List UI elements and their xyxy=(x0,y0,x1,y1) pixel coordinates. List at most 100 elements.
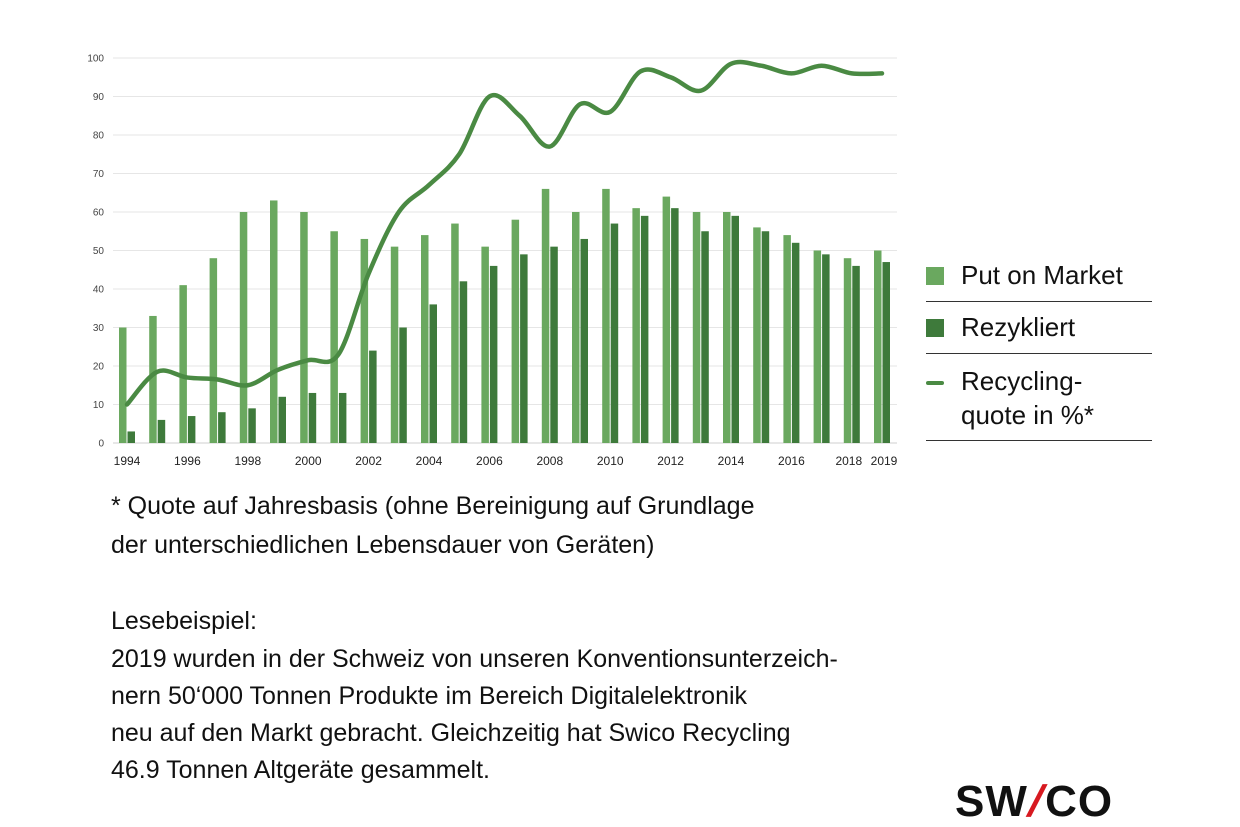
recycling-quote-line xyxy=(124,59,885,407)
x-tick-label: 2014 xyxy=(718,454,745,468)
bar-put-on-market xyxy=(572,212,580,443)
bar-rezykliert xyxy=(338,392,347,443)
legend-label-quote-line2: quote in %* xyxy=(961,400,1094,430)
bar-put-on-market xyxy=(119,327,127,443)
bar-rezykliert xyxy=(157,419,166,443)
bar-put-on-market xyxy=(632,208,640,443)
bar-rezykliert xyxy=(187,416,196,443)
example-line-4: 46.9 Tonnen Altgeräte gesammelt. xyxy=(111,756,490,784)
example-title: Lesebeispiel: xyxy=(111,607,257,635)
legend-item-recycling-quote: Recycling- quote in %* xyxy=(926,354,1152,441)
bar-put-on-market xyxy=(511,219,520,443)
x-tick-label: 2018 xyxy=(835,454,862,468)
bar-rezykliert xyxy=(278,396,286,443)
bar-rezykliert xyxy=(852,265,860,443)
footnote: * Quote auf Jahresbasis (ohne Bereinigun… xyxy=(111,487,1011,565)
example-line-2: nern 50‘000 Tonnen Produkte im Bereich D… xyxy=(111,682,748,710)
bar-put-on-market xyxy=(421,235,429,443)
bar-rezykliert xyxy=(369,350,377,443)
bar-rezykliert xyxy=(520,254,528,443)
x-tick-label: 2004 xyxy=(416,454,443,468)
y-tick-label: 50 xyxy=(93,246,105,257)
legend-label-recycling-quote: Recycling- quote in %* xyxy=(961,354,1094,432)
bar-put-on-market xyxy=(451,223,459,443)
bar-put-on-market xyxy=(813,250,822,443)
logo-text-sw: SW xyxy=(955,777,1028,826)
y-tick-label: 40 xyxy=(93,285,105,296)
chart: 0 10 20 30 40 50 60 70 80 90 100 1994 1996 1998 2000 2… xyxy=(87,54,898,469)
legend-item-put-on-market: Put on Market xyxy=(926,250,1152,302)
legend-label-rezykliert: Rezykliert xyxy=(961,312,1076,342)
bar-put-on-market xyxy=(149,315,157,443)
y-tick-label: 60 xyxy=(93,208,105,219)
rezykliert-swatch xyxy=(926,318,944,337)
bar-put-on-market xyxy=(270,200,278,443)
bar-rezykliert xyxy=(218,412,226,443)
x-tick-label: 2008 xyxy=(536,454,563,468)
legend-label-quote-line1: Recycling- xyxy=(961,366,1083,396)
bar-put-on-market xyxy=(723,212,731,443)
bar-put-on-market xyxy=(239,212,248,443)
bar-put-on-market xyxy=(209,258,218,443)
y-tick-label: 0 xyxy=(98,439,104,450)
put-on-market-swatch xyxy=(926,266,944,285)
y-tick-label: 30 xyxy=(93,323,105,334)
x-tick-label: 1994 xyxy=(114,454,141,468)
bar-put-on-market xyxy=(330,231,338,443)
legend-label-put-on-market: Put on Market xyxy=(961,260,1123,290)
bars xyxy=(119,188,890,443)
bar-put-on-market xyxy=(481,246,489,443)
bar-rezykliert xyxy=(731,215,739,443)
bar-rezykliert xyxy=(550,246,558,443)
bar-rezykliert xyxy=(429,304,437,443)
x-tick-label: 2016 xyxy=(778,454,805,468)
y-tick-label: 20 xyxy=(93,362,105,373)
example-body: 2019 wurden in der Schweiz von unseren K… xyxy=(111,641,991,789)
swico-logo: SW / CO xyxy=(955,777,1113,826)
bar-rezykliert xyxy=(489,265,498,443)
bar-put-on-market xyxy=(360,238,369,443)
footnote-line-1: * Quote auf Jahresbasis (ohne Bereinigun… xyxy=(111,492,755,520)
bar-rezykliert xyxy=(791,242,800,443)
bar-rezykliert xyxy=(882,262,890,443)
x-tick-label: 2006 xyxy=(476,454,503,468)
example-line-1: 2019 wurden in der Schweiz von unseren K… xyxy=(111,645,838,673)
bar-put-on-market xyxy=(300,212,308,443)
bar-put-on-market xyxy=(874,250,882,443)
bar-rezykliert xyxy=(127,431,135,443)
bar-rezykliert xyxy=(580,238,588,443)
x-tick-label: 2010 xyxy=(597,454,624,468)
y-tick-label: 10 xyxy=(93,400,105,411)
y-tick-label: 70 xyxy=(93,169,105,180)
bar-rezykliert xyxy=(822,254,830,443)
legend: Put on Market Rezykliert Recycling- quot… xyxy=(926,250,1152,441)
y-tick-labels: 0 10 20 30 40 50 60 70 80 90 100 xyxy=(87,54,104,450)
bar-put-on-market xyxy=(602,188,610,443)
bar-rezykliert xyxy=(399,327,407,443)
bar-put-on-market xyxy=(783,235,791,443)
bar-rezykliert xyxy=(308,392,317,443)
bar-rezykliert xyxy=(640,215,649,443)
bar-rezykliert xyxy=(701,231,709,443)
x-tick-labels: 1994 1996 1998 2000 2002 2004 2006 2008 2010 2012… xyxy=(114,454,898,468)
bar-put-on-market xyxy=(843,258,852,443)
x-tick-label: 2002 xyxy=(355,454,382,468)
example-line-3: neu auf den Markt gebracht. Gleichzeitig… xyxy=(111,719,791,747)
y-tick-label: 90 xyxy=(93,92,105,103)
recycling-quote-line-layer xyxy=(124,59,885,407)
bar-put-on-market xyxy=(541,188,550,443)
bar-put-on-market xyxy=(390,246,399,443)
x-tick-label: 1996 xyxy=(174,454,201,468)
bar-rezykliert xyxy=(610,223,619,443)
legend-item-rezykliert: Rezykliert xyxy=(926,302,1152,354)
gridlines xyxy=(113,57,897,444)
bar-rezykliert xyxy=(459,281,468,443)
bar-put-on-market xyxy=(179,285,187,443)
bar-rezykliert xyxy=(761,231,770,443)
bar-put-on-market xyxy=(692,212,701,443)
x-tick-label: 2000 xyxy=(295,454,322,468)
bar-rezykliert xyxy=(248,408,256,443)
bar-put-on-market xyxy=(662,196,671,443)
bar-put-on-market xyxy=(753,227,761,443)
recycling-quote-swatch xyxy=(926,381,944,385)
